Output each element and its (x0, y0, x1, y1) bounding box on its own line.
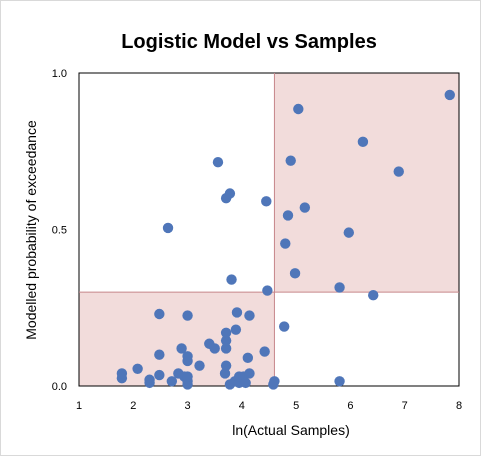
data-point (334, 376, 345, 387)
data-point (220, 360, 232, 371)
x-tick-label: 5 (293, 400, 299, 412)
y-axis-ticks: 0.0 0.5 1.0 (52, 68, 67, 393)
data-point (176, 343, 187, 354)
data-point (299, 202, 311, 213)
y-tick-label: 1.0 (52, 68, 67, 80)
x-tick-label: 6 (347, 400, 353, 412)
data-point (240, 377, 251, 389)
data-point (220, 335, 232, 346)
data-point (182, 371, 193, 382)
data-point (194, 360, 205, 371)
data-point (242, 352, 254, 364)
shaded-region-2 (274, 73, 459, 293)
data-point (162, 222, 174, 234)
x-tick-label: 3 (185, 400, 191, 412)
data-point (212, 157, 224, 168)
data-point (182, 351, 193, 362)
data-point (444, 89, 455, 101)
data-point (357, 136, 369, 148)
data-point (269, 376, 280, 387)
x-tick-label: 8 (456, 400, 462, 412)
data-point (368, 290, 379, 301)
data-points (116, 89, 455, 390)
data-point (244, 368, 255, 379)
data-point (393, 166, 404, 177)
data-point (282, 210, 294, 221)
data-point (132, 363, 143, 374)
x-axis-ticks: 1 2 3 4 5 6 7 8 (76, 400, 462, 412)
data-point (259, 346, 270, 357)
x-tick-label: 1 (76, 400, 82, 412)
y-tick-label: 0.0 (52, 381, 67, 393)
data-point (220, 327, 232, 338)
data-point (209, 343, 220, 354)
data-point (280, 238, 291, 249)
chart-title: Logistic Model vs Samples (121, 31, 377, 53)
data-point (230, 324, 242, 335)
data-point (154, 369, 165, 381)
data-point (182, 310, 193, 321)
x-tick-label: 2 (130, 400, 136, 412)
data-point (261, 196, 272, 207)
data-point (154, 308, 165, 320)
y-tick-label: 0.5 (52, 225, 67, 237)
data-point (144, 374, 155, 385)
data-point (220, 343, 232, 354)
x-tick-label: 7 (402, 400, 408, 412)
data-point (343, 227, 354, 238)
shaded-regions (79, 73, 459, 386)
y-axis-label: Modelled probability of exceedance (23, 120, 39, 340)
data-point (166, 376, 178, 387)
data-point (224, 188, 236, 199)
data-point (262, 285, 273, 296)
x-axis-label: ln(Actual Samples) (232, 422, 350, 438)
data-point (244, 310, 255, 321)
data-point (116, 368, 128, 379)
data-point (334, 282, 345, 293)
data-point (231, 307, 243, 318)
data-point (293, 103, 304, 115)
data-point (154, 349, 165, 360)
data-point (226, 274, 237, 285)
data-point (285, 155, 296, 166)
data-point (279, 321, 290, 332)
data-point (289, 268, 301, 279)
x-tick-label: 4 (239, 400, 245, 412)
data-point (219, 368, 231, 379)
